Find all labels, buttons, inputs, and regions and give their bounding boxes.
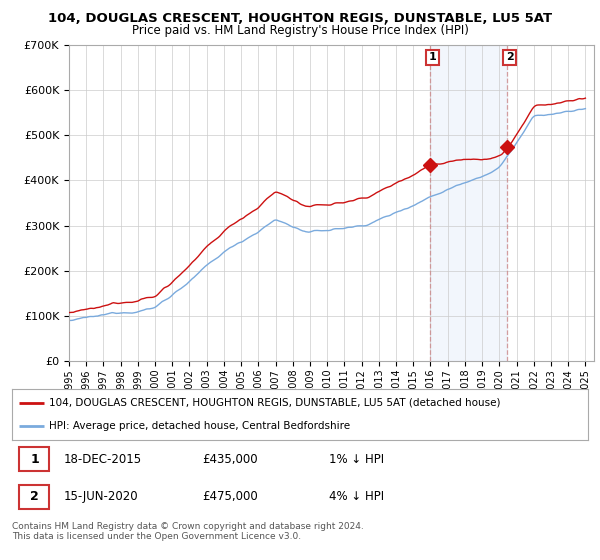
Text: 1: 1 (428, 53, 436, 63)
Text: Contains HM Land Registry data © Crown copyright and database right 2024.
This d: Contains HM Land Registry data © Crown c… (12, 522, 364, 542)
Text: 4% ↓ HPI: 4% ↓ HPI (329, 491, 384, 503)
FancyBboxPatch shape (19, 485, 49, 508)
Text: £435,000: £435,000 (202, 452, 258, 465)
Text: 18-DEC-2015: 18-DEC-2015 (64, 452, 142, 465)
Text: 1% ↓ HPI: 1% ↓ HPI (329, 452, 384, 465)
Text: HPI: Average price, detached house, Central Bedfordshire: HPI: Average price, detached house, Cent… (49, 421, 350, 431)
Text: 1: 1 (30, 452, 39, 465)
FancyBboxPatch shape (19, 447, 49, 471)
Text: 2: 2 (506, 53, 514, 63)
Text: Price paid vs. HM Land Registry's House Price Index (HPI): Price paid vs. HM Land Registry's House … (131, 24, 469, 36)
Text: £475,000: £475,000 (202, 491, 258, 503)
Text: 104, DOUGLAS CRESCENT, HOUGHTON REGIS, DUNSTABLE, LU5 5AT: 104, DOUGLAS CRESCENT, HOUGHTON REGIS, D… (48, 12, 552, 25)
Text: 104, DOUGLAS CRESCENT, HOUGHTON REGIS, DUNSTABLE, LU5 5AT (detached house): 104, DOUGLAS CRESCENT, HOUGHTON REGIS, D… (49, 398, 501, 408)
Text: 2: 2 (30, 491, 39, 503)
Text: 15-JUN-2020: 15-JUN-2020 (64, 491, 139, 503)
Bar (430, 45, 507, 361)
